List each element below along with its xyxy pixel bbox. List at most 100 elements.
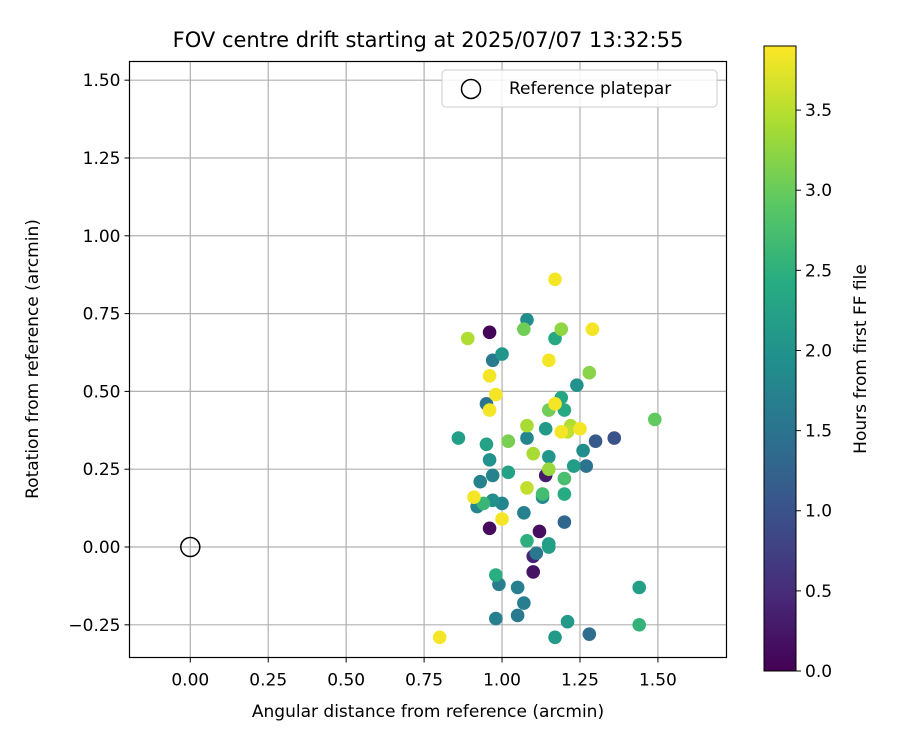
data-point <box>542 540 556 554</box>
legend-marker <box>460 78 482 100</box>
data-point <box>501 465 516 480</box>
data-point <box>560 614 575 629</box>
colorbar-ticks: 0.0 0.5 1.0 1.5 2.0 2.5 3.0 3.5 <box>796 101 832 682</box>
data-point <box>510 608 525 623</box>
legend: Reference platepar <box>441 69 718 108</box>
data-point <box>557 471 572 486</box>
x-tick-label: 1.25 <box>561 671 599 691</box>
data-point <box>526 565 541 579</box>
colorbar-label: Hours from first FF file <box>851 264 871 454</box>
colorbar-tick-label: 1.5 <box>805 422 832 442</box>
x-tick-label: 1.00 <box>483 671 521 691</box>
y-axis-label: Rotation from reference (arcmin) <box>23 219 43 499</box>
colorbar-frame <box>763 45 797 672</box>
data-point <box>554 425 569 439</box>
x-tick-label: 0.75 <box>405 671 443 691</box>
grid-lines <box>129 61 727 658</box>
data-point <box>542 353 556 368</box>
data-point <box>517 505 531 520</box>
y-tick-label: 0.25 <box>83 460 121 480</box>
colorbar-tick-label: 1.0 <box>805 502 832 522</box>
data-point <box>582 365 597 380</box>
data-point <box>495 512 509 526</box>
data-point <box>501 434 516 448</box>
data-point <box>576 443 590 458</box>
data-point <box>579 459 594 473</box>
data-point <box>520 418 534 433</box>
data-point <box>520 431 534 445</box>
data-point <box>489 568 503 582</box>
data-point <box>566 459 581 473</box>
data-point <box>632 618 647 632</box>
x-tick-label: 1.50 <box>639 671 677 691</box>
data-point <box>557 515 572 529</box>
legend-entry: Reference platepar <box>509 79 671 99</box>
data-point <box>517 322 531 336</box>
data-point <box>548 397 562 411</box>
data-point <box>548 272 562 287</box>
data-point <box>542 462 556 477</box>
x-tick-label: 0.50 <box>327 671 365 691</box>
data-point <box>542 449 556 464</box>
colorbar-tick-label: 0.0 <box>805 662 832 682</box>
y-tick-label: −0.25 <box>68 616 120 636</box>
data-point <box>479 437 494 452</box>
reference-marker <box>180 536 201 558</box>
data-points <box>432 272 662 645</box>
y-tick-label: 0.50 <box>83 382 121 402</box>
x-axis-label: Angular distance from reference (arcmin) <box>252 702 604 722</box>
data-point <box>467 490 481 505</box>
data-point <box>520 481 534 495</box>
data-point <box>557 487 572 501</box>
data-point <box>607 431 622 445</box>
x-tick-label: 0.00 <box>171 671 209 691</box>
data-point <box>495 347 509 361</box>
data-point <box>582 627 597 641</box>
legend-box <box>441 69 718 108</box>
y-tick-label: 1.50 <box>83 71 121 91</box>
y-tick-label: 1.00 <box>83 227 121 247</box>
data-point <box>432 630 447 645</box>
data-point <box>526 446 541 461</box>
data-point <box>585 322 600 336</box>
data-point <box>573 421 587 436</box>
chart-title: FOV centre drift starting at 2025/07/07 … <box>173 28 684 52</box>
data-point <box>535 487 550 501</box>
data-point <box>510 580 525 595</box>
data-point <box>532 524 547 539</box>
plot-frame <box>128 60 728 659</box>
data-point <box>482 403 497 417</box>
data-point <box>485 468 500 483</box>
data-point <box>460 331 475 346</box>
data-point <box>647 412 662 427</box>
x-tick-label: 0.25 <box>249 671 287 691</box>
y-tick-label: 1.25 <box>83 149 121 169</box>
x-axis-ticks: 0.00 0.25 0.50 0.75 1.00 1.25 1.50 <box>171 657 677 691</box>
data-point <box>482 453 497 467</box>
data-point <box>489 387 503 402</box>
y-tick-label: 0.75 <box>83 305 121 325</box>
data-point <box>529 546 544 561</box>
data-point <box>570 378 584 392</box>
colorbar-tick-label: 3.5 <box>805 101 832 121</box>
data-point <box>489 611 503 626</box>
data-point <box>473 474 488 489</box>
data-point <box>451 431 466 445</box>
data-point <box>482 521 497 536</box>
data-point <box>588 434 603 448</box>
data-point <box>538 421 553 436</box>
colorbar-tick-label: 0.5 <box>805 582 832 602</box>
colorbar <box>764 46 796 671</box>
data-point <box>517 596 531 610</box>
data-point <box>482 325 497 340</box>
data-point <box>632 580 647 595</box>
colorbar-tick-label: 2.5 <box>805 261 832 281</box>
y-axis-ticks: −0.25 0.00 0.25 0.50 0.75 1.00 1.25 1.50 <box>68 71 130 636</box>
data-point <box>548 630 562 645</box>
data-point <box>482 369 497 383</box>
data-point <box>520 533 534 548</box>
colorbar-tick-label: 3.0 <box>805 181 832 201</box>
y-tick-label: 0.00 <box>83 538 121 558</box>
colorbar-tick-label: 2.0 <box>805 341 832 361</box>
